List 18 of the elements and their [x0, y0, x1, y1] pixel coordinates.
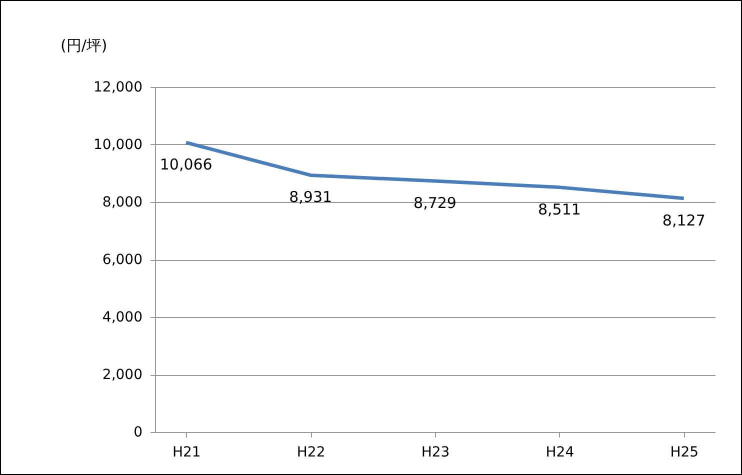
y-tick-label: 8,000	[102, 194, 142, 210]
data-label: 8,729	[414, 194, 456, 212]
x-tick-label: H21	[172, 444, 201, 460]
y-tick-label: 0	[134, 424, 142, 440]
y-tick-label: 6,000	[102, 252, 142, 268]
y-tick-label: 12,000	[94, 80, 142, 96]
data-label: 8,511	[538, 200, 581, 218]
y-axis-title: (円/坪)	[60, 36, 108, 54]
x-tick-label: H22	[296, 444, 326, 460]
x-tick-label: H23	[421, 444, 450, 460]
x-tick-label: H24	[546, 444, 574, 460]
x-tick-label: H25	[670, 444, 699, 460]
data-label: 8,931	[289, 188, 332, 206]
y-tick-label: 4,000	[102, 310, 142, 326]
y-tick-label: 2,000	[102, 367, 142, 383]
data-label: 10,066	[160, 156, 212, 174]
y-tick-label: 10,000	[94, 137, 142, 153]
data-label: 8,127	[662, 211, 706, 230]
